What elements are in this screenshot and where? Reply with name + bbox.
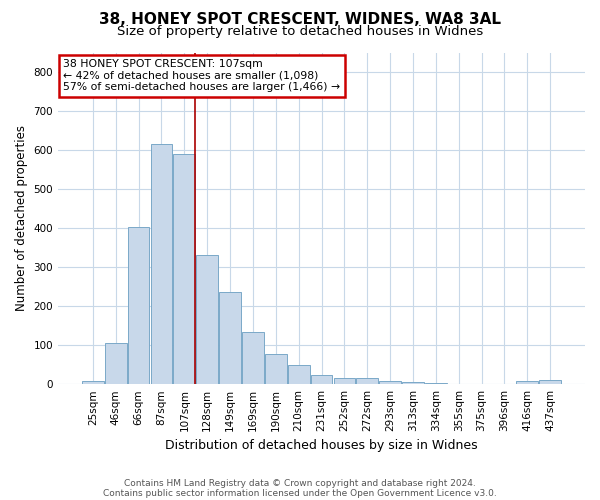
- Bar: [265, 354, 287, 384]
- Bar: [334, 378, 355, 384]
- Bar: [242, 332, 264, 384]
- Text: 38 HONEY SPOT CRESCENT: 107sqm
← 42% of detached houses are smaller (1,098)
57% : 38 HONEY SPOT CRESCENT: 107sqm ← 42% of …: [64, 59, 340, 92]
- Y-axis label: Number of detached properties: Number of detached properties: [15, 126, 28, 312]
- Text: Contains HM Land Registry data © Crown copyright and database right 2024.: Contains HM Land Registry data © Crown c…: [124, 478, 476, 488]
- Bar: [379, 381, 401, 384]
- Bar: [82, 381, 104, 384]
- Text: Contains public sector information licensed under the Open Government Licence v3: Contains public sector information licen…: [103, 488, 497, 498]
- Bar: [356, 378, 378, 384]
- Bar: [517, 381, 538, 384]
- Bar: [173, 154, 195, 384]
- Bar: [539, 380, 561, 384]
- Bar: [128, 228, 149, 384]
- Bar: [105, 343, 127, 384]
- Bar: [219, 292, 241, 384]
- Bar: [402, 382, 424, 384]
- Bar: [196, 256, 218, 384]
- Bar: [311, 375, 332, 384]
- X-axis label: Distribution of detached houses by size in Widnes: Distribution of detached houses by size …: [165, 440, 478, 452]
- Bar: [288, 364, 310, 384]
- Text: Size of property relative to detached houses in Widnes: Size of property relative to detached ho…: [117, 25, 483, 38]
- Bar: [151, 144, 172, 384]
- Text: 38, HONEY SPOT CRESCENT, WIDNES, WA8 3AL: 38, HONEY SPOT CRESCENT, WIDNES, WA8 3AL: [99, 12, 501, 28]
